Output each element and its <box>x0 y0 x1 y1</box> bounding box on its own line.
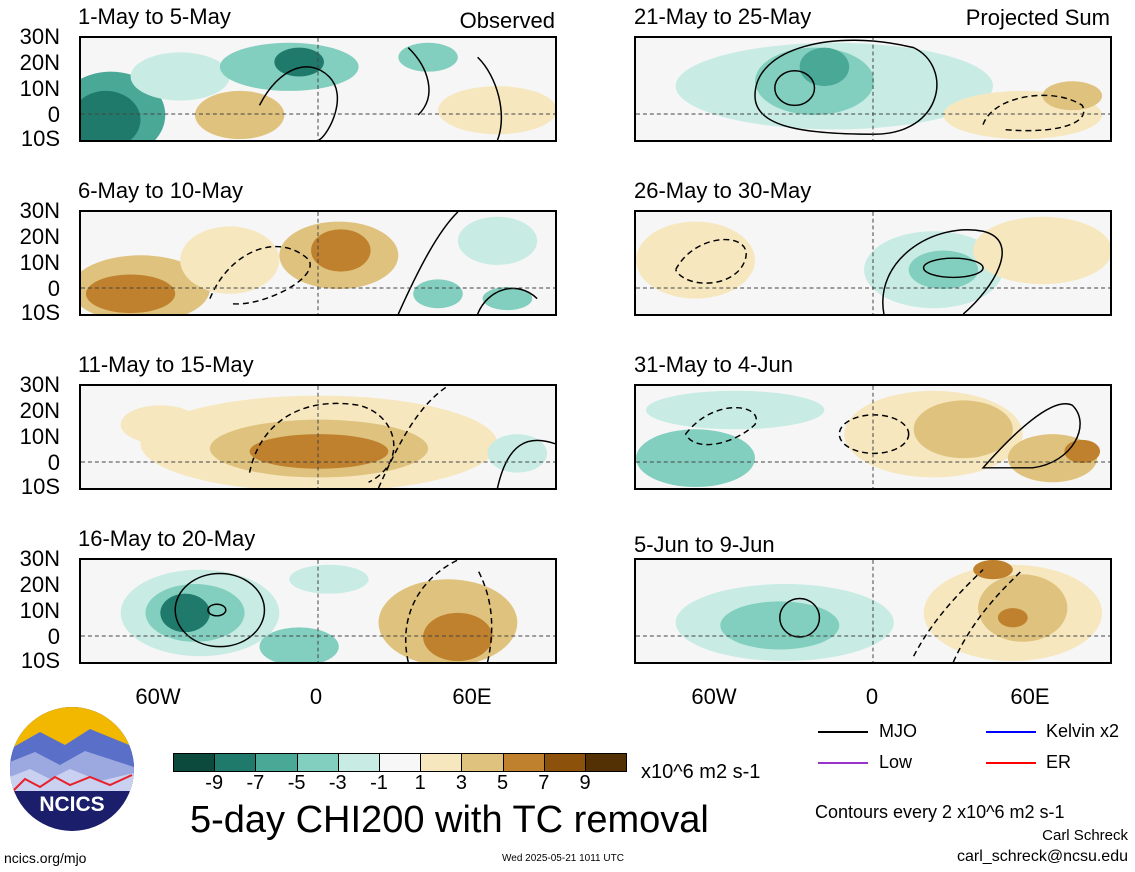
colorbar-tick-label: 7 <box>538 772 550 794</box>
panel-title-right-1: 21-May to 25-May <box>634 4 812 29</box>
colorbar-swatch <box>214 753 257 772</box>
lon-label-left-60w: 60W <box>135 684 181 709</box>
lat-label: 10S <box>20 300 60 325</box>
legend-label-low: Low <box>879 752 913 772</box>
map-panel-right-1 <box>634 36 1112 142</box>
lat-label: 20N <box>19 224 60 249</box>
lat-label: 10N <box>19 250 60 275</box>
lon-label-right-60e: 60E <box>1010 684 1050 709</box>
colorbar-swatch <box>296 753 339 772</box>
colorbar-swatch <box>585 753 628 772</box>
lat-label: 0 <box>47 450 60 475</box>
map-panel-left-1 <box>79 36 557 142</box>
panel-title-right-2: 26-May to 30-May <box>634 178 812 203</box>
lat-label: 10S <box>20 474 60 499</box>
colorbar-swatch <box>543 753 586 772</box>
logo-text: NCICS <box>39 793 104 816</box>
lon-label-right-0: 0 <box>865 684 879 709</box>
lat-label: 0 <box>47 102 60 127</box>
panel-title-left-2: 6-May to 10-May <box>78 178 244 203</box>
panel-title-right-3: 31-May to 4-Jun <box>634 352 793 377</box>
panel-title-left-1: 1-May to 5-May <box>78 4 231 29</box>
colorbar-tick-label: 5 <box>497 772 509 794</box>
site-url: ncics.org/mjo <box>4 850 87 866</box>
colorbar-units: x10^6 m2 s-1 <box>641 761 761 783</box>
lat-label: 0 <box>47 624 60 649</box>
lat-label: 10N <box>19 598 60 623</box>
lat-label: 30N <box>19 198 60 223</box>
colorbar-tick-label: -5 <box>287 772 306 794</box>
panel-note-observed: Observed <box>459 8 555 33</box>
colorbar-tick-label: -3 <box>328 772 347 794</box>
colorbar-tick-label: 9 <box>579 772 591 794</box>
lon-label-left-0: 0 <box>309 684 323 709</box>
lat-label: 20N <box>19 50 60 75</box>
lat-label: 10N <box>19 76 60 101</box>
colorbar-tick-label: 1 <box>414 772 426 794</box>
colorbar-swatch <box>337 753 380 772</box>
map-panel-left-2 <box>79 210 557 316</box>
lat-label: 10S <box>20 126 60 151</box>
colorbar-tick-label: -1 <box>370 772 388 794</box>
map-panel-left-4 <box>79 558 557 664</box>
main-title: 5-day CHI200 with TC removal <box>190 799 709 841</box>
colorbar-swatch <box>420 753 463 772</box>
lat-label: 20N <box>19 398 60 423</box>
lat-label: 30N <box>19 24 60 49</box>
timestamp: Wed 2025-05-21 1011 UTC <box>502 853 624 864</box>
lat-label: 10S <box>20 648 60 673</box>
legend-line-low <box>818 762 868 764</box>
panel-note-projected: Projected Sum <box>965 5 1110 30</box>
colorbar-swatch <box>255 753 298 772</box>
map-panel-right-4 <box>634 558 1112 664</box>
lat-label: 0 <box>47 276 60 301</box>
map-panel-right-2 <box>634 210 1112 316</box>
legend-line-kelvin <box>986 731 1036 733</box>
colorbar-swatch <box>173 753 216 772</box>
lat-label: 10N <box>19 424 60 449</box>
panel-title-left-4: 16-May to 20-May <box>78 526 256 551</box>
legend-label-er: ER <box>1046 752 1072 772</box>
author: Carl Schreck <box>1042 827 1128 844</box>
lon-label-right-60w: 60W <box>691 684 737 709</box>
panel-title-left-3: 11-May to 15-May <box>78 352 254 377</box>
colorbar-swatch <box>502 753 545 772</box>
legend-label-kelvin: Kelvin x2 <box>1046 721 1120 741</box>
legend-line-er <box>986 762 1036 764</box>
ncics-logo: NCICS <box>10 707 134 831</box>
panel-title-right-4: 5-Jun to 9-Jun <box>634 532 775 557</box>
colorbar-tick-label: 3 <box>455 772 467 794</box>
colorbar-swatch <box>461 753 504 772</box>
author-email: carl_schreck@ncsu.edu <box>957 848 1128 865</box>
lat-label: 30N <box>19 546 60 571</box>
map-panel-left-3 <box>79 384 557 490</box>
legend-line-mjo <box>818 731 868 733</box>
lat-label: 30N <box>19 372 60 397</box>
map-panel-right-3 <box>634 384 1112 490</box>
lon-label-left-60e: 60E <box>452 684 492 709</box>
contour-note: Contours every 2 x10^6 m2 s-1 <box>815 802 1065 822</box>
legend-label-mjo: MJO <box>879 721 917 741</box>
lat-label: 20N <box>19 572 60 597</box>
colorbar-tick-label: -7 <box>246 772 265 794</box>
colorbar-tick-label: -9 <box>205 772 224 794</box>
colorbar-swatch <box>379 753 422 772</box>
